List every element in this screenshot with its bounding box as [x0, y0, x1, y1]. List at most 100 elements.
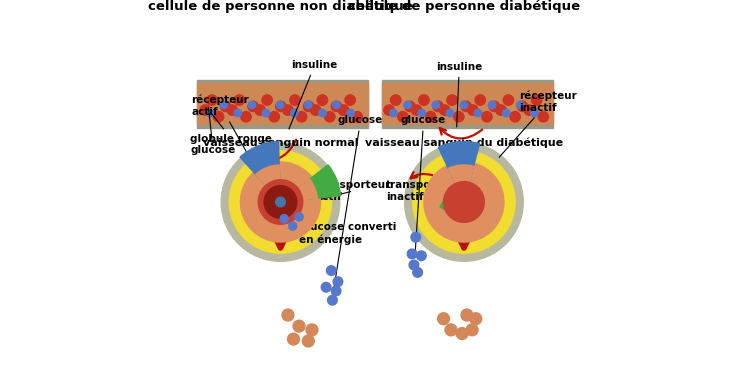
Circle shape [230, 151, 332, 253]
Circle shape [460, 101, 468, 109]
Circle shape [466, 324, 478, 336]
Circle shape [290, 95, 300, 105]
Circle shape [248, 101, 256, 109]
Circle shape [264, 186, 297, 218]
Circle shape [248, 101, 258, 112]
Circle shape [461, 101, 471, 112]
Circle shape [424, 162, 504, 242]
Circle shape [325, 112, 335, 122]
Circle shape [488, 101, 496, 109]
Circle shape [296, 112, 307, 122]
Text: glucose: glucose [190, 107, 236, 155]
Circle shape [345, 95, 355, 105]
Circle shape [443, 182, 485, 222]
Circle shape [447, 95, 458, 105]
Circle shape [390, 109, 398, 117]
Circle shape [503, 95, 514, 105]
Circle shape [482, 112, 492, 122]
Wedge shape [439, 142, 479, 202]
Circle shape [241, 112, 251, 122]
Text: vaisseau sanguin normal: vaisseau sanguin normal [202, 138, 358, 148]
Text: transporteur
actif: transporteur actif [316, 180, 391, 202]
Circle shape [461, 309, 472, 321]
Text: glucose: glucose [401, 116, 446, 253]
Circle shape [326, 266, 336, 275]
Circle shape [419, 95, 429, 105]
Circle shape [404, 101, 411, 109]
Circle shape [227, 105, 238, 115]
Circle shape [503, 109, 510, 117]
Circle shape [293, 320, 305, 332]
Circle shape [409, 260, 419, 270]
Circle shape [332, 101, 342, 112]
Circle shape [518, 101, 528, 112]
Circle shape [319, 109, 326, 117]
Text: globule rouge: globule rouge [190, 112, 272, 144]
Circle shape [282, 309, 294, 321]
Circle shape [302, 335, 314, 347]
Circle shape [269, 112, 280, 122]
Circle shape [276, 101, 286, 112]
Circle shape [200, 105, 211, 115]
Circle shape [262, 95, 272, 105]
Circle shape [352, 112, 362, 122]
Circle shape [468, 105, 478, 115]
Circle shape [538, 112, 548, 122]
Circle shape [418, 109, 425, 117]
Circle shape [470, 313, 482, 325]
Circle shape [290, 109, 298, 117]
Circle shape [220, 101, 227, 109]
Circle shape [517, 101, 524, 109]
Circle shape [440, 105, 450, 115]
Circle shape [391, 95, 401, 105]
Bar [382, 80, 553, 128]
Circle shape [258, 180, 303, 224]
Circle shape [524, 105, 534, 115]
Circle shape [304, 101, 312, 109]
Circle shape [338, 105, 349, 115]
Text: vaisseau sanguin du diabétique: vaisseau sanguin du diabétique [365, 137, 563, 148]
Circle shape [304, 101, 313, 112]
Circle shape [328, 295, 338, 305]
Wedge shape [256, 165, 280, 202]
Circle shape [287, 333, 299, 345]
Circle shape [234, 95, 244, 105]
Circle shape [405, 143, 524, 261]
Circle shape [510, 112, 520, 122]
Circle shape [433, 101, 443, 112]
Text: glucose converti
en énergie: glucose converti en énergie [285, 216, 397, 244]
Circle shape [475, 95, 485, 105]
Circle shape [283, 105, 293, 115]
Text: récepteur
inactif: récepteur inactif [500, 91, 578, 157]
Text: transporteur
inactif: transporteur inactif [386, 180, 461, 203]
Circle shape [531, 109, 538, 117]
Circle shape [333, 101, 340, 109]
Wedge shape [280, 165, 340, 202]
Text: cellule de personne diabétique: cellule de personne diabétique [348, 0, 580, 13]
Text: cellule de personne non diabétique: cellule de personne non diabétique [148, 0, 412, 13]
Circle shape [255, 105, 266, 115]
Circle shape [306, 324, 318, 336]
Text: insuline: insuline [436, 62, 482, 127]
Circle shape [280, 215, 288, 223]
Circle shape [220, 101, 231, 112]
Circle shape [416, 251, 426, 261]
Circle shape [241, 162, 320, 242]
Circle shape [234, 109, 242, 117]
Bar [197, 80, 368, 128]
Circle shape [413, 268, 422, 277]
Circle shape [277, 101, 284, 109]
Wedge shape [240, 142, 280, 202]
Circle shape [446, 109, 454, 117]
Circle shape [532, 95, 542, 105]
Circle shape [445, 324, 457, 336]
Wedge shape [280, 179, 317, 202]
Text: récepteur
actif: récepteur actif [191, 95, 251, 161]
Circle shape [407, 249, 417, 259]
Polygon shape [440, 197, 458, 214]
Circle shape [289, 222, 297, 230]
Bar [382, 83, 553, 124]
Circle shape [474, 109, 482, 117]
Circle shape [411, 105, 422, 115]
Circle shape [310, 105, 321, 115]
